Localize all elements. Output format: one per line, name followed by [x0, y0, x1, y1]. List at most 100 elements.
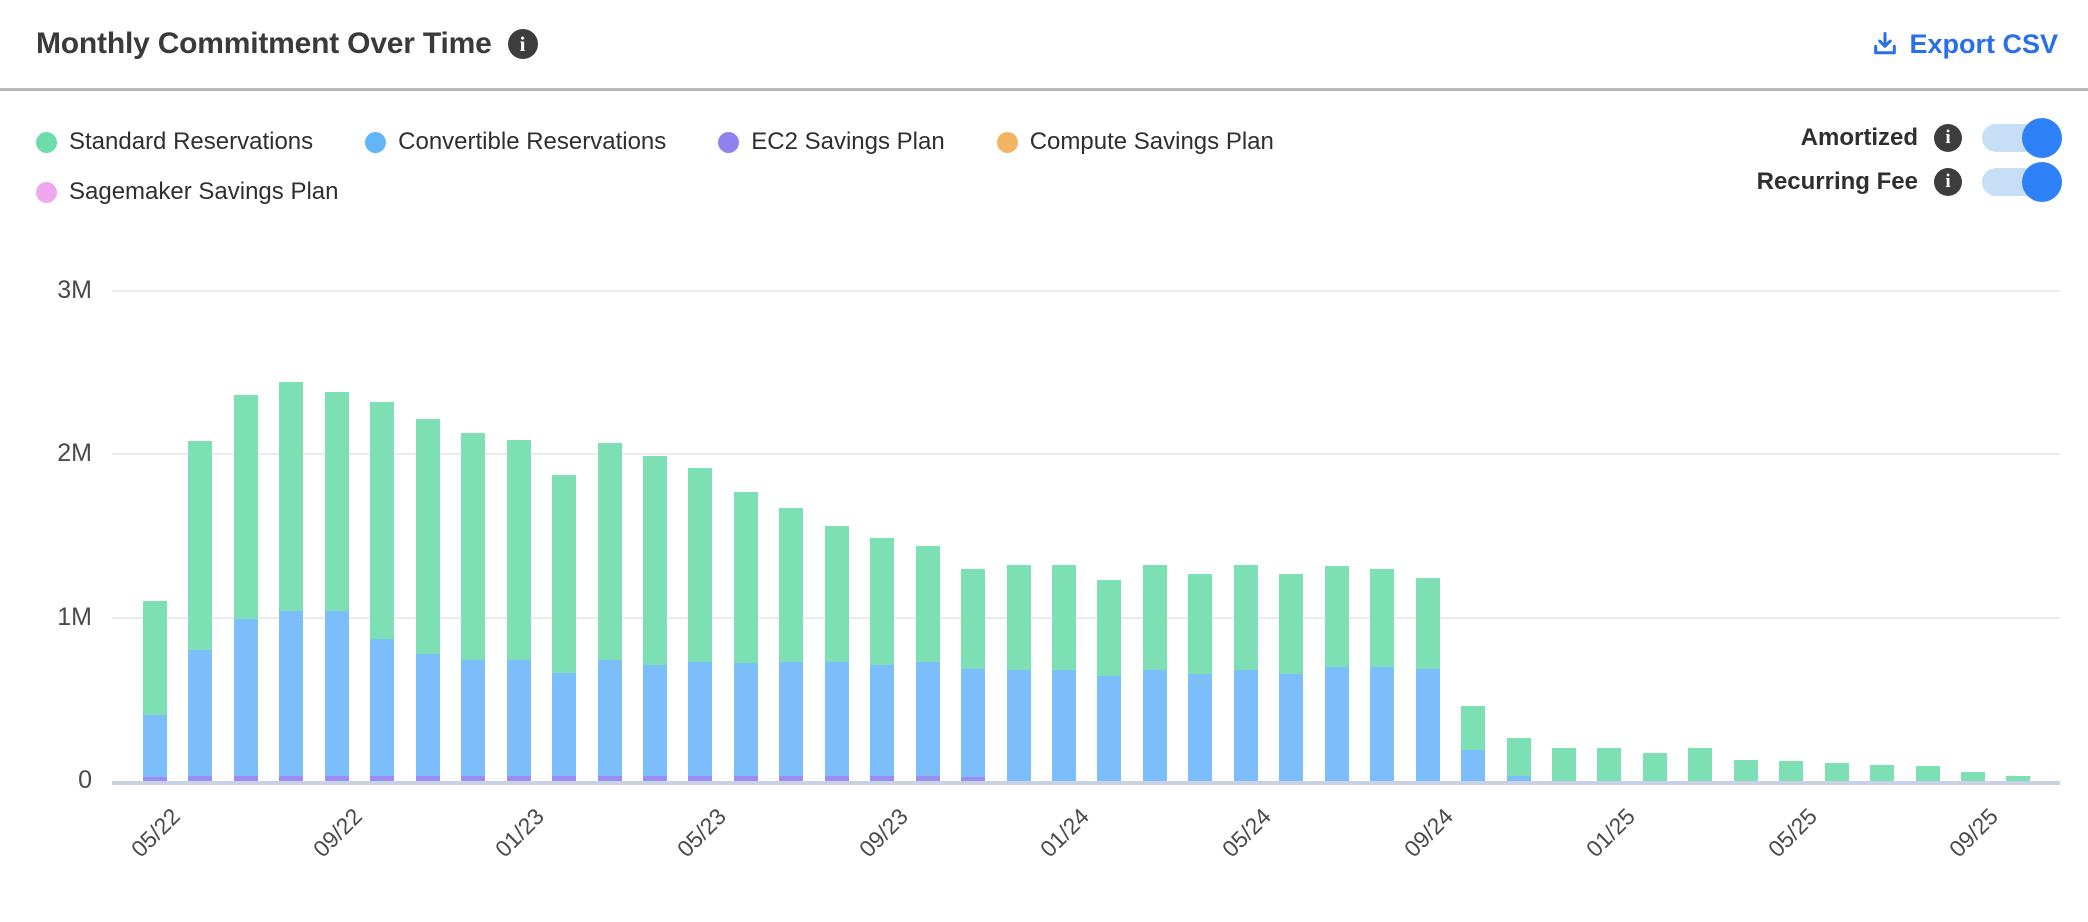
- bar-05/22[interactable]: [143, 601, 167, 781]
- bar-07/23[interactable]: [779, 508, 803, 781]
- bar-06/22[interactable]: [188, 441, 212, 781]
- bar-segment: [1097, 580, 1121, 676]
- bar-05/25[interactable]: [1779, 761, 1803, 781]
- bar-segment: [688, 776, 712, 781]
- bar-segment: [1234, 565, 1258, 670]
- bar-segment: [598, 443, 622, 660]
- bar-08/23[interactable]: [825, 526, 849, 781]
- bar-segment: [1552, 748, 1576, 781]
- legend-item-label: Compute Savings Plan: [1029, 128, 1274, 155]
- y-axis-tick-label: 3M: [57, 276, 92, 305]
- bar-02/23[interactable]: [552, 475, 576, 781]
- bar-12/23[interactable]: [1007, 565, 1031, 781]
- bar-07/24[interactable]: [1325, 566, 1349, 781]
- bar-11/24[interactable]: [1507, 738, 1531, 781]
- info-icon[interactable]: i: [1934, 124, 1962, 152]
- bar-06/23[interactable]: [734, 492, 758, 781]
- x-axis-line: [112, 781, 2060, 785]
- bar-segment: [1916, 766, 1940, 781]
- bar-segment: [1052, 565, 1076, 670]
- bar-segment: [552, 776, 576, 781]
- bar-segment: [461, 660, 485, 776]
- bar-segment: [961, 569, 985, 669]
- gridline-3M: [112, 290, 2060, 293]
- toggle-switch[interactable]: [1982, 162, 2062, 202]
- bar-segment: [1734, 760, 1758, 781]
- bar-10/22[interactable]: [370, 402, 394, 781]
- bar-01/24[interactable]: [1052, 565, 1076, 781]
- bar-segment: [688, 662, 712, 776]
- bar-04/23[interactable]: [643, 456, 667, 781]
- bar-segment: [325, 776, 349, 781]
- bar-segment: [870, 776, 894, 781]
- bar-segment: [688, 468, 712, 662]
- bar-segment: [1507, 738, 1531, 776]
- bar-08/25[interactable]: [1916, 766, 1940, 781]
- export-csv-button[interactable]: Export CSV: [1871, 29, 2058, 60]
- bar-08/22[interactable]: [279, 382, 303, 781]
- bar-segment: [1870, 765, 1894, 781]
- bar-segment: [1416, 669, 1440, 781]
- legend-item-1[interactable]: Convertible Reservations: [365, 128, 666, 156]
- bar-segment: [325, 392, 349, 611]
- bar-segment: [1643, 753, 1667, 781]
- bar-06/25[interactable]: [1825, 763, 1849, 781]
- bar-10/25[interactable]: [2006, 776, 2030, 781]
- bar-02/25[interactable]: [1643, 753, 1667, 781]
- bar-segment: [779, 776, 803, 781]
- bar-12/22[interactable]: [461, 433, 485, 781]
- bar-01/25[interactable]: [1597, 748, 1621, 781]
- bar-segment: [734, 492, 758, 663]
- bar-08/24[interactable]: [1370, 569, 1394, 781]
- bar-segment: [279, 382, 303, 611]
- bar-09/22[interactable]: [325, 392, 349, 781]
- info-icon[interactable]: i: [1934, 168, 1962, 196]
- bar-01/23[interactable]: [507, 440, 531, 781]
- bar-11/22[interactable]: [416, 419, 440, 781]
- bar-03/24[interactable]: [1143, 565, 1167, 781]
- bar-segment: [1279, 574, 1303, 674]
- gridline-1M: [112, 616, 2060, 619]
- bar-09/24[interactable]: [1416, 578, 1440, 781]
- bar-05/23[interactable]: [688, 468, 712, 781]
- toggle-switch[interactable]: [1982, 118, 2062, 158]
- widget-header: Monthly Commitment Over Time i Export CS…: [36, 14, 2058, 74]
- toggle-knob: [2022, 162, 2062, 202]
- bar-segment: [779, 662, 803, 776]
- bar-10/23[interactable]: [916, 546, 940, 781]
- bar-segment: [1370, 667, 1394, 781]
- export-csv-label: Export CSV: [1909, 28, 2058, 59]
- bar-12/24[interactable]: [1552, 748, 1576, 781]
- bar-06/24[interactable]: [1279, 574, 1303, 781]
- legend-item-3[interactable]: Compute Savings Plan: [996, 128, 1274, 156]
- legend-item-2[interactable]: EC2 Savings Plan: [718, 128, 945, 156]
- legend-item-label: Convertible Reservations: [398, 128, 667, 155]
- bar-segment: [779, 508, 803, 662]
- bar-segment: [370, 402, 394, 639]
- bar-04/24[interactable]: [1188, 574, 1212, 781]
- legend-item-0[interactable]: Standard Reservations: [36, 128, 313, 156]
- bar-03/23[interactable]: [598, 443, 622, 781]
- bar-03/25[interactable]: [1688, 748, 1712, 781]
- legend-item-label: EC2 Savings Plan: [751, 128, 945, 155]
- bar-07/25[interactable]: [1870, 765, 1894, 781]
- download-icon: [1874, 31, 1897, 55]
- bar-segment: [188, 776, 212, 781]
- bar-05/24[interactable]: [1234, 565, 1258, 781]
- bar-segment: [643, 665, 667, 776]
- bar-11/23[interactable]: [961, 569, 985, 781]
- bar-10/24[interactable]: [1461, 706, 1485, 781]
- bar-09/23[interactable]: [870, 538, 894, 781]
- title-info-icon[interactable]: i: [507, 29, 538, 59]
- bar-07/22[interactable]: [234, 395, 258, 781]
- bar-09/25[interactable]: [1961, 772, 1985, 781]
- bar-segment: [370, 639, 394, 776]
- legend-item-4[interactable]: Sagemaker Savings Plan: [36, 178, 356, 206]
- bar-segment: [1461, 706, 1485, 750]
- bar-segment: [279, 776, 303, 781]
- bar-02/24[interactable]: [1097, 580, 1121, 781]
- bar-04/25[interactable]: [1734, 760, 1758, 781]
- x-axis-tick-label: 09/25: [1944, 803, 2004, 863]
- bar-segment: [2006, 776, 2030, 781]
- bar-segment: [825, 526, 849, 662]
